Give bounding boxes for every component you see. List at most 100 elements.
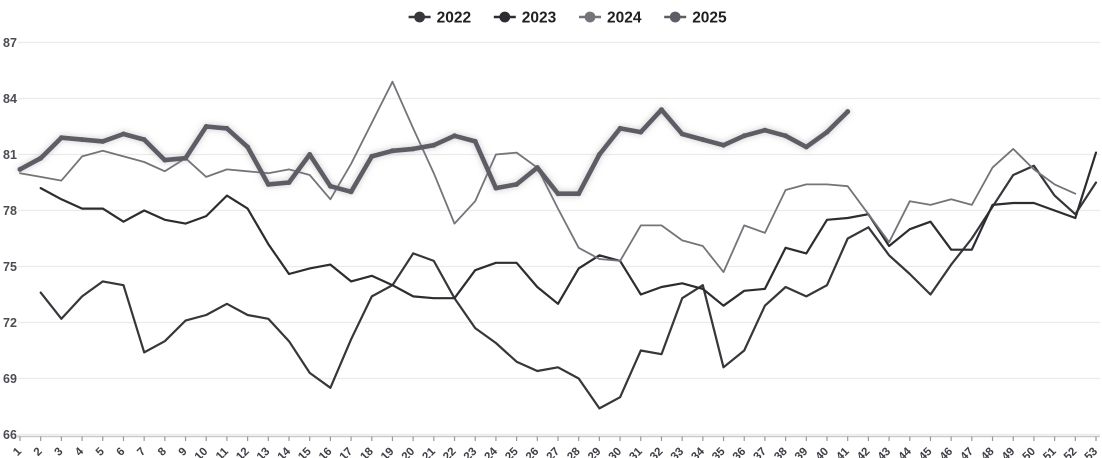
data-point-2025 [803, 144, 809, 150]
y-tick-label: 84 [3, 92, 17, 106]
data-point-2025 [721, 142, 726, 148]
x-tick-label: 17 [338, 446, 356, 458]
x-tick-label: 9 [177, 446, 190, 458]
x-tick-label: 45 [917, 445, 935, 458]
data-point-2025 [576, 191, 582, 197]
data-point-2025 [79, 137, 85, 143]
x-tick-label: 19 [379, 446, 397, 458]
legend-item-2025[interactable]: 2025 [664, 10, 727, 27]
data-point-2025 [472, 138, 478, 144]
legend-item-2022[interactable]: 2022 [408, 10, 471, 27]
legend-item-2024[interactable]: 2024 [579, 10, 642, 27]
y-tick-label: 75 [3, 260, 17, 274]
x-tick-label: 27 [545, 446, 563, 458]
x-tick-label: 18 [358, 445, 376, 458]
x-tick-label: 46 [938, 446, 956, 458]
data-point-2025 [596, 152, 602, 157]
y-tick-label: 87 [3, 36, 17, 50]
series-2025 [17, 107, 851, 197]
data-point-2025 [659, 107, 664, 113]
x-tick-label: 23 [462, 446, 480, 458]
data-point-2025 [679, 131, 685, 137]
x-tick-label: 13 [255, 446, 273, 458]
x-tick-label: 32 [648, 446, 666, 458]
series-2024 [19, 80, 1077, 273]
x-tick-label: 11 [214, 445, 232, 458]
x-tick-label: 6 [115, 446, 128, 458]
x-tick-label: 52 [1062, 446, 1080, 458]
data-point-2025 [390, 148, 395, 154]
gridlines-group [18, 41, 1100, 436]
data-point-2025 [100, 138, 106, 144]
series-2023 [39, 151, 1098, 307]
x-tick-label: 36 [731, 446, 749, 458]
legend-item-2023[interactable]: 2023 [493, 10, 557, 27]
x-axis [16, 435, 1100, 441]
data-point-2025 [369, 153, 375, 159]
x-tick-label: 1 [11, 445, 24, 458]
x-tick-label: 42 [855, 446, 873, 458]
x-tick-label: 7 [135, 446, 148, 458]
x-tick-label: 16 [317, 446, 335, 458]
legend: 2022 2023 2024 2025 [408, 10, 727, 27]
x-tick-label: 34 [689, 445, 707, 458]
data-point-2025 [493, 185, 499, 191]
data-point-2025 [514, 181, 520, 187]
data-point-2025 [741, 133, 747, 139]
data-point-2025 [17, 166, 23, 172]
legend-label: 2025 [692, 10, 727, 27]
x-tick-label: 30 [607, 446, 625, 458]
x-tick-label: 43 [876, 446, 894, 458]
x-tick-label: 24 [483, 445, 501, 458]
data-point-2025 [348, 189, 354, 195]
x-tick-label: 53 [1083, 446, 1101, 458]
x-tick-label: 40 [814, 446, 832, 458]
legend-marker-dot [584, 11, 596, 23]
x-tick-label: 3 [52, 446, 65, 458]
legend-label: 2023 [522, 10, 557, 27]
data-point-2025 [431, 142, 437, 148]
data-point-2025 [265, 181, 271, 187]
series-2022 [39, 164, 1098, 410]
data-point-2025 [638, 129, 644, 135]
x-tick-label: 35 [710, 445, 728, 458]
data-point-2025 [617, 125, 623, 131]
x-tick-label: 37 [752, 446, 770, 458]
data-point-2025 [555, 191, 561, 197]
y-tick-label: 72 [3, 316, 17, 330]
x-tick-label: 26 [524, 446, 542, 458]
x-tick-label: 20 [400, 446, 418, 458]
data-point-2025 [121, 131, 126, 137]
x-tick-label: 15 [296, 445, 314, 458]
x-tick-label: 2 [32, 446, 45, 458]
legend-label: 2024 [607, 10, 642, 27]
data-point-2025 [141, 137, 147, 143]
y-tick-label: 78 [3, 204, 17, 218]
x-tick-label: 48 [979, 445, 997, 458]
series-line-2023 [39, 151, 1098, 307]
x-tick-label: 10 [193, 446, 211, 458]
x-tick-label: 31 [627, 445, 645, 458]
x-tick-label: 29 [586, 446, 604, 458]
data-point-2025 [245, 144, 251, 150]
x-tick-label: 44 [896, 445, 914, 458]
x-tick-label: 21 [420, 445, 438, 458]
x-tick-label: 49 [1000, 446, 1018, 458]
data-point-2025 [183, 155, 188, 161]
data-point-2025 [452, 133, 457, 139]
data-point-2025 [824, 129, 830, 135]
data-point-2025 [762, 127, 768, 133]
data-point-2025 [307, 152, 313, 157]
data-point-2025 [162, 157, 168, 163]
series-line-2024 [19, 80, 1077, 273]
data-point-2025 [224, 125, 230, 131]
data-point-2025 [534, 165, 540, 171]
x-tick-label: 25 [503, 445, 521, 458]
x-tick-label: 4 [73, 445, 86, 458]
x-tick-label: 41 [834, 445, 852, 458]
y-axis-labels: 87 84 81 78 75 72 69 66 [3, 36, 17, 442]
data-point-2025 [327, 183, 333, 189]
legend-marker-dot [499, 11, 511, 23]
